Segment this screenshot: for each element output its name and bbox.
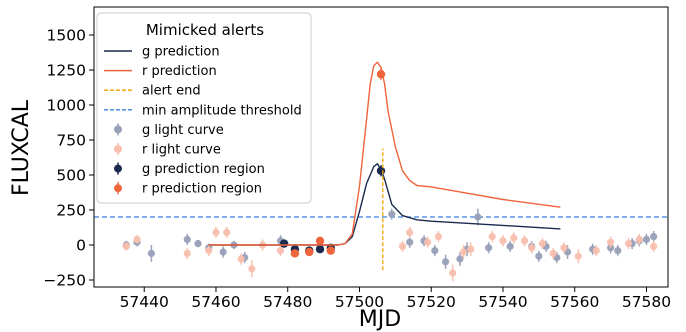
- plot-frame: [93, 6, 669, 288]
- y-axis-label: FLUXCAL: [9, 99, 34, 196]
- y-tick-label: 0: [76, 237, 86, 255]
- r-light-curve-point: [560, 244, 568, 252]
- r-light-curve-point: [499, 237, 507, 245]
- axis-ticks: 57440 57460 57480 57500 57520 57540 57560 57580…: [43, 27, 671, 312]
- r-light-curve-point: [624, 240, 633, 248]
- g-light-curve-point: [650, 233, 658, 241]
- r-light-curve-point: [467, 245, 475, 253]
- x-tick-label: 57580: [622, 293, 671, 311]
- g-light-curve-point: [535, 252, 543, 260]
- r-light-curve-point: [528, 244, 536, 252]
- axes-frame: [93, 6, 669, 288]
- r-light-curve-point: [406, 228, 414, 236]
- y-tick-label: 500: [56, 167, 86, 185]
- legend-r-prediction-label: r prediction: [142, 64, 217, 79]
- legend-r-light-curve-label: r light curve: [142, 143, 221, 158]
- r-light-curve-point: [549, 249, 557, 257]
- x-tick-label: 57520: [407, 293, 456, 311]
- legend-box: [96, 12, 312, 204]
- legend-r-prediction-region-marker: [114, 184, 122, 193]
- r-prediction-region-point: [305, 247, 314, 257]
- g-light-curve-point: [219, 248, 227, 256]
- legend-min-amplitude-threshold-label: min amplitude threshold: [142, 103, 302, 118]
- legend-g-light-curve-label: g light curve: [142, 123, 224, 138]
- r-light-curve-point: [449, 269, 457, 277]
- x-tick-label: 57480: [263, 293, 312, 311]
- r-prediction-region-point: [376, 70, 386, 79]
- r-light-curve-point: [276, 247, 285, 255]
- r-light-curve-point: [223, 228, 231, 236]
- r-light-curve-point: [212, 228, 220, 236]
- r-light-curve-point: [592, 247, 600, 255]
- r-light-curve-point: [122, 242, 130, 250]
- r-light-curve-point: [538, 240, 547, 248]
- g-prediction-region-point: [279, 239, 289, 248]
- x-tick-label: 57540: [478, 293, 527, 311]
- y-tick-label: −250: [43, 272, 86, 290]
- r-light-curve-point: [488, 233, 496, 241]
- prediction-lines-layer: [208, 61, 561, 246]
- g-light-curve-point: [194, 240, 202, 248]
- r-light-curve-point: [398, 242, 407, 250]
- r-prediction-region-point: [326, 246, 335, 255]
- r-light-curve-point: [205, 247, 213, 255]
- legend-g-prediction-region-label: g prediction region: [142, 162, 265, 177]
- r-light-curve-point: [133, 235, 141, 243]
- y-tick-label: 1500: [47, 27, 86, 45]
- x-tick-label: 57560: [550, 293, 599, 311]
- legend-title: Mimicked alerts: [146, 21, 264, 39]
- x-tick-label: 57500: [335, 293, 384, 311]
- r-light-curve-point: [520, 237, 529, 245]
- legend: Mimicked alerts g prediction r prediction…: [96, 12, 312, 204]
- g-light-curve-point: [642, 235, 651, 243]
- g-light-curve-point: [431, 247, 439, 255]
- y-tick-label: 750: [56, 132, 86, 150]
- legend-g-prediction-region-marker: [114, 164, 122, 173]
- x-tick-label: 57440: [120, 293, 169, 311]
- g-light-curve-point: [441, 258, 450, 266]
- g-light-curve-point: [456, 255, 464, 263]
- r-light-curve-point: [650, 242, 658, 250]
- r-light-curve-point: [237, 255, 245, 263]
- r-light-curve-point: [607, 238, 615, 246]
- r-prediction-region-point: [290, 249, 300, 258]
- legend-r-light-curve-marker: [114, 145, 122, 153]
- g-light-curve-point: [388, 210, 396, 218]
- y-tick-label: 250: [56, 202, 86, 220]
- r-light-curve-point: [635, 235, 643, 243]
- legend-g-prediction-label: g prediction: [142, 45, 220, 60]
- r-light-curve-point: [424, 238, 432, 246]
- r-light-curve-point: [574, 252, 582, 260]
- legend-r-prediction-region-label: r prediction region: [142, 182, 262, 197]
- g-light-curve-point: [406, 238, 414, 246]
- r-light-curve-point: [510, 234, 518, 242]
- legend-g-light-curve-marker: [114, 125, 122, 134]
- g-light-curve-point: [485, 244, 493, 252]
- g-light-curve-point: [147, 249, 155, 257]
- r-prediction-region-point: [315, 236, 325, 245]
- x-axis-label: MJD: [359, 307, 401, 332]
- r-prediction-line: [208, 61, 561, 246]
- r-light-curve-point: [434, 233, 442, 241]
- legend-alert-end-label: alert end: [142, 84, 201, 99]
- g-prediction-region-point: [315, 245, 325, 254]
- y-tick-label: 1250: [47, 62, 86, 80]
- r-light-curve-point: [248, 265, 256, 273]
- x-tick-label: 57460: [191, 293, 240, 311]
- g-light-curve-point: [183, 235, 191, 243]
- r-light-curve-point: [459, 248, 468, 256]
- g-light-curve-point: [614, 247, 622, 255]
- g-light-curve-point: [474, 213, 482, 221]
- g-light-curve-point: [506, 242, 514, 250]
- r-light-curve-point: [183, 249, 191, 257]
- y-tick-label: 1000: [47, 97, 86, 115]
